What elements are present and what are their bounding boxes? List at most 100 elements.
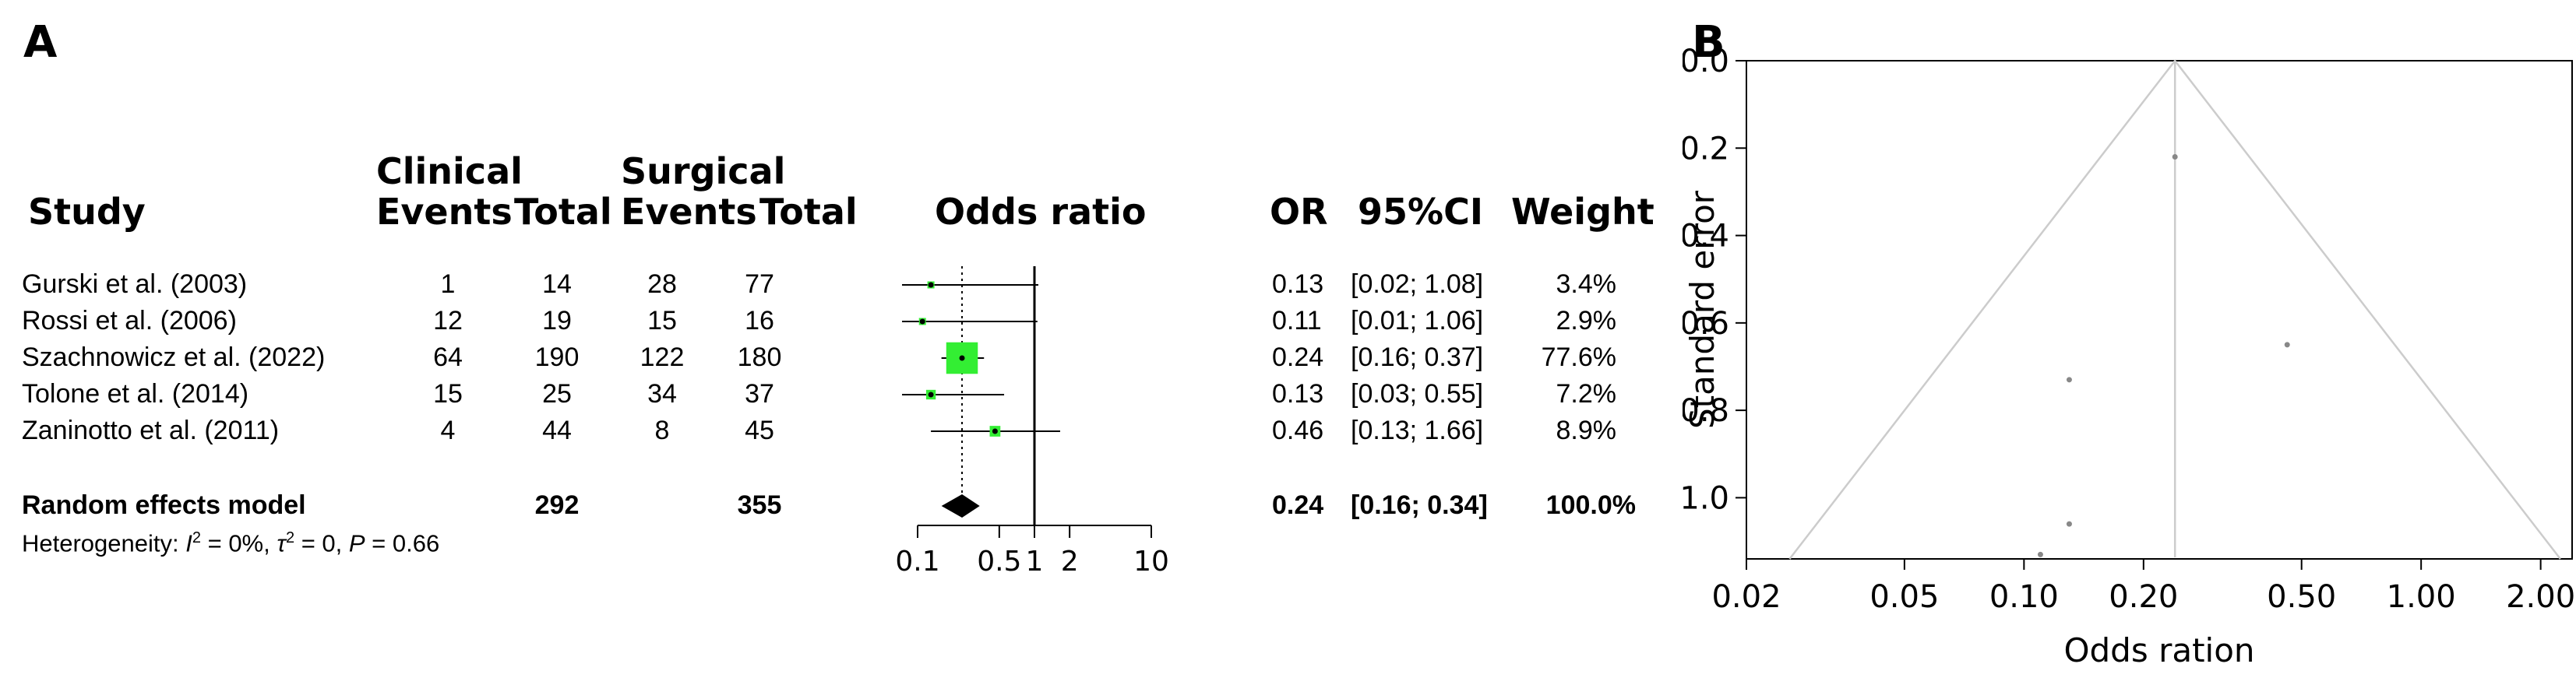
header-group1-events: Events (376, 191, 513, 233)
tau2-symbol: τ (277, 529, 286, 557)
events1: 15 (433, 379, 463, 409)
random-effects-or: 0.24 (1272, 490, 1324, 520)
p-value: = 0.66 (365, 529, 440, 557)
events1: 1 (440, 269, 456, 299)
forest-plot: 0.1 0.5 1 2 10 (895, 266, 1169, 578)
funnel-frame (1746, 60, 2573, 560)
random-effects-total2: 355 (737, 490, 782, 520)
total1: 25 (542, 379, 572, 409)
study-point (959, 355, 965, 361)
funnel-y-tick-label: 0.6 (1683, 306, 1729, 342)
study-or: 0.46 (1272, 416, 1324, 445)
total1: 44 (542, 416, 572, 445)
funnel-point (2066, 521, 2072, 527)
funnel-x-tick-label: 0.20 (2109, 579, 2178, 615)
funnel-x-tick-label: 0.05 (1869, 579, 1939, 615)
funnel-y-axis-label: Standard error (1683, 190, 1721, 429)
header-weight: Weight (1511, 191, 1654, 233)
total2: 77 (745, 269, 774, 299)
study-ci: [0.16; 0.37] (1351, 342, 1484, 372)
study-point (928, 392, 934, 398)
events2: 34 (647, 379, 677, 409)
study-or: 0.13 (1272, 379, 1324, 409)
study-or: 0.11 (1272, 306, 1322, 335)
events1: 64 (433, 342, 463, 372)
forest-x-tick-label: 1 (1026, 546, 1044, 578)
random-effects-ci: [0.16; 0.34] (1351, 490, 1488, 520)
funnel-x-axis-label: Odds ration (2063, 631, 2254, 669)
funnel-point (2066, 377, 2072, 383)
study-name: Szachnowicz et al. (2022) (22, 342, 326, 372)
tau2-value: = 0, (294, 529, 349, 557)
funnel-point (2172, 154, 2178, 160)
header-or: OR (1270, 191, 1328, 233)
study-weight: 77.6% (1541, 342, 1616, 372)
forest-x-tick-label: 0.5 (977, 546, 1021, 578)
i2-symbol: I (185, 529, 192, 557)
funnel-x-tick-label: 0.50 (2267, 579, 2336, 615)
forest-x-tick-label: 2 (1061, 546, 1079, 578)
header-group2: Surgical (621, 150, 786, 192)
study-ci: [0.01; 1.06] (1351, 306, 1484, 335)
study-ci: [0.02; 1.08] (1351, 269, 1484, 299)
events1: 4 (440, 416, 456, 445)
panel-b-letter: B (1692, 17, 1725, 68)
random-effects-label: Random effects model (22, 490, 306, 520)
study-name: Tolone et al. (2014) (22, 379, 249, 409)
study-weight: 2.9% (1556, 306, 1617, 335)
funnel-y-tick-label: 1.0 (1683, 480, 1729, 516)
header-group2-total: Total (759, 191, 858, 233)
total2: 45 (745, 416, 774, 445)
heterogeneity-text: Heterogeneity: I2 = 0%, τ2 = 0, P = 0.66 (22, 529, 440, 557)
random-effects-total1: 292 (534, 490, 580, 520)
forest-x-tick-label: 0.1 (895, 546, 939, 578)
study-ci: [0.03; 0.55] (1351, 379, 1484, 409)
events2: 122 (640, 342, 685, 372)
events2: 15 (647, 306, 677, 335)
study-point (928, 282, 934, 288)
funnel-y-tick-label: 0.0 (1683, 44, 1729, 79)
header-group2-events: Events (621, 191, 757, 233)
total2: 16 (745, 306, 774, 335)
pooled-diamond (941, 494, 980, 518)
total2: 180 (737, 342, 782, 372)
study-ci: [0.13; 1.66] (1351, 416, 1484, 445)
funnel-x-tick-label: 2.00 (2506, 579, 2575, 615)
study-or: 0.24 (1272, 342, 1324, 372)
total1: 190 (534, 342, 580, 372)
header-group1: Clinical (376, 150, 523, 192)
funnel-point (2284, 342, 2290, 348)
study-or: 0.13 (1272, 269, 1324, 299)
study-name: Gurski et al. (2003) (22, 269, 248, 299)
header-odds-ratio: Odds ratio (935, 191, 1147, 233)
total2: 37 (745, 379, 774, 409)
study-point (919, 318, 925, 325)
study-name: Zaninotto et al. (2011) (22, 416, 280, 445)
study-weight: 7.2% (1556, 379, 1617, 409)
funnel-y-tick-label: 0.8 (1683, 393, 1729, 429)
study-name: Rossi et al. (2006) (22, 306, 237, 335)
events1: 12 (433, 306, 463, 335)
events2: 8 (654, 416, 670, 445)
heterogeneity-prefix: Heterogeneity: (22, 529, 186, 557)
funnel-point (2037, 551, 2043, 557)
funnel-x-tick-label: 0.02 (1711, 579, 1781, 615)
header-ci: 95%CI (1358, 191, 1483, 233)
funnel-x-tick-label: 1.00 (2387, 579, 2456, 615)
panel-a-letter: A (23, 17, 58, 68)
funnel-y-tick-label: 0.4 (1683, 219, 1729, 255)
random-effects-weight: 100.0% (1545, 490, 1636, 520)
funnel-plot: 0.0 0.2 0.4 0.6 0.8 1.0 0.02 0.05 0.10 0.20 0.50 1.… (1683, 44, 2575, 669)
funnel-y-tick-label: 0.2 (1683, 131, 1729, 167)
study-weight: 3.4% (1556, 269, 1617, 299)
p-symbol: P (348, 529, 365, 557)
study-weight: 8.9% (1556, 416, 1617, 445)
total1: 14 (542, 269, 572, 299)
study-point (992, 428, 998, 434)
forest-x-tick-label: 10 (1133, 546, 1169, 578)
total1: 19 (542, 306, 572, 335)
funnel-x-tick-label: 0.10 (1989, 579, 2059, 615)
header-study: Study (28, 191, 146, 233)
i2-value: = 0%, (200, 529, 277, 557)
events2: 28 (647, 269, 677, 299)
